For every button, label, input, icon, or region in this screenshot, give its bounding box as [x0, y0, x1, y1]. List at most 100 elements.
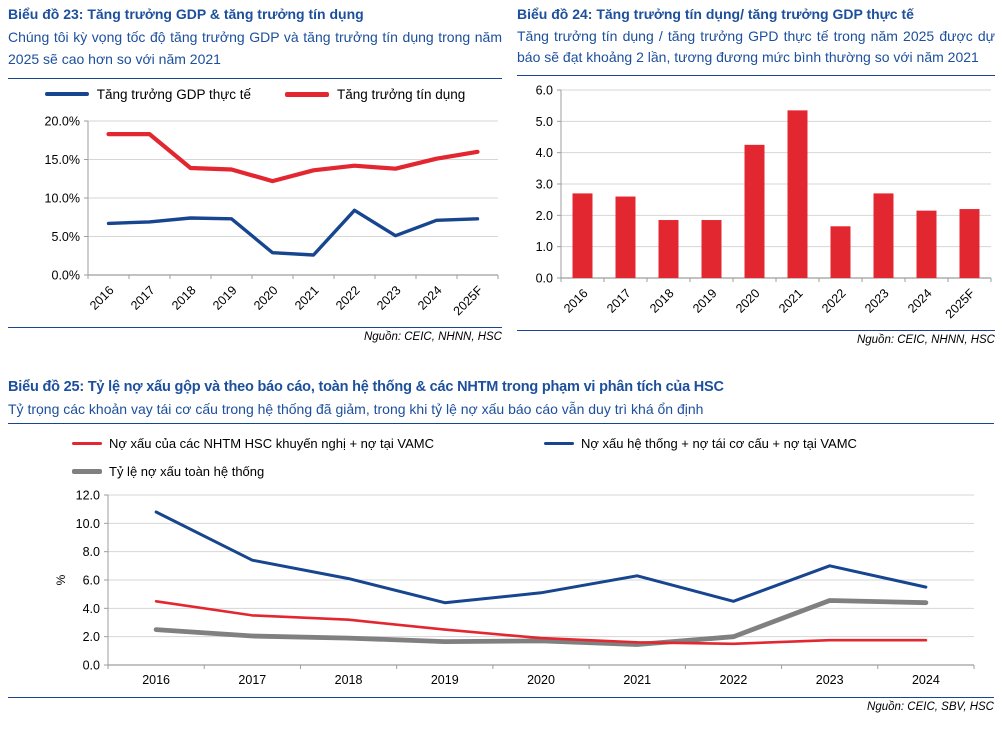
svg-text:2.0: 2.0: [536, 209, 553, 223]
divider: [8, 327, 502, 328]
chart24-plot: 0.0 1.0 2.0 3.0 4.0 5.0 6.0 2016 2017 2018 2019 202…: [517, 80, 995, 328]
chart24-svg: 0.0 1.0 2.0 3.0 4.0 5.0 6.0 2016 2017 2018 2019 202…: [536, 84, 992, 321]
bar-2023: [873, 193, 894, 278]
svg-text:10.0%: 10.0%: [45, 192, 80, 206]
chart23-svg: 0.0% 5.0% 10.0% 15.0% 20.0% 2016 2017 2018 2019 2…: [45, 115, 499, 318]
divider: [8, 423, 994, 424]
bar-2022: [830, 226, 851, 278]
chart23-series-0: [106, 208, 480, 257]
chart25-legend-item-0: Nợ xấu của các NHTM HSC khuyến nghị + nợ…: [72, 436, 544, 451]
chart25-plot: 0.0 2.0 4.0 6.0 8.0 10.0 12.0 2016 2017 2018 2019 2…: [8, 487, 994, 695]
svg-text:20.0%: 20.0%: [45, 115, 80, 129]
divider: [517, 75, 995, 76]
x-label: 2016: [561, 286, 591, 316]
divider: [8, 78, 502, 79]
svg-text:4.0: 4.0: [83, 602, 100, 616]
chart23-legend: Tăng trưởng GDP thực tế Tăng trưởng tín d…: [8, 81, 502, 107]
svg-text:15.0%: 15.0%: [45, 153, 80, 167]
svg-text:3.0: 3.0: [536, 178, 553, 192]
chart23-source: Nguồn: CEIC, NHNN, HSC: [363, 331, 502, 343]
panel-chart24: Biểu đồ 24: Tăng trưởng tín dụng/ tăng t…: [517, 4, 995, 346]
bar-2017: [615, 196, 636, 278]
x-label: 2018: [647, 286, 677, 316]
svg-text:1.0: 1.0: [536, 240, 553, 254]
svg-text:5.0: 5.0: [536, 115, 553, 129]
bar-2021: [787, 110, 808, 278]
x-label: 2020: [733, 286, 763, 316]
svg-text:0.0: 0.0: [536, 272, 553, 286]
svg-text:4.0: 4.0: [536, 146, 553, 160]
bar-2025F: [959, 209, 980, 278]
panel-chart23: Biểu đồ 23: Tăng trưởng GDP & tăng trưởn…: [8, 4, 502, 343]
legend-line-marker: [285, 91, 330, 97]
x-label: 2017: [128, 283, 158, 313]
chart24-title: Biểu đồ 24: Tăng trưởng tín dụng/ tăng t…: [517, 6, 914, 22]
bar-2024: [916, 210, 937, 278]
legend-label: Tăng trưởng tín dụng: [337, 86, 466, 102]
chart25-title: Biểu đồ 25: Tỷ lệ nợ xấu gộp và theo báo…: [8, 379, 724, 395]
chart25-source: Nguồn: CEIC, SBV, HSC: [867, 701, 994, 713]
x-label: 2023: [374, 283, 404, 313]
x-label: 2020: [251, 283, 281, 313]
bar-2020: [744, 144, 765, 278]
legend-label: Tăng trưởng GDP thực tế: [96, 86, 252, 102]
divider: [8, 697, 994, 698]
x-label: 2021: [623, 673, 651, 687]
svg-text:6.0: 6.0: [536, 84, 553, 98]
chart25-series-2: [153, 598, 929, 647]
svg-text:5.0%: 5.0%: [52, 230, 81, 244]
x-label: 2019: [210, 283, 240, 313]
svg-text:8.0: 8.0: [83, 545, 100, 559]
x-label: 2020: [527, 673, 555, 687]
bar-2018: [658, 220, 679, 278]
chart24-source: Nguồn: CEIC, NHNN, HSC: [856, 334, 995, 346]
legend-line-marker: [72, 442, 102, 445]
chart23-legend-item-1: Tăng trưởng tín dụng: [285, 87, 465, 102]
chart25-svg: 0.0 2.0 4.0 6.0 8.0 10.0 12.0 2016 2017 2018 2019 2…: [54, 489, 975, 687]
x-label: 2021: [776, 286, 806, 316]
bar-2016: [572, 193, 593, 278]
x-label: 2023: [862, 286, 892, 316]
bar-2019: [701, 220, 722, 278]
chart25-subtitle: Tỷ trọng các khoản vay tái cơ cấu trong …: [8, 401, 704, 417]
y-axis-label: %: [54, 574, 68, 585]
x-label: 2018: [335, 673, 363, 687]
x-label: 2018: [169, 283, 199, 313]
svg-text:12.0: 12.0: [76, 489, 100, 503]
x-label: 2019: [690, 286, 720, 316]
legend-line-marker: [544, 441, 574, 446]
x-label: 2025F: [451, 283, 486, 318]
x-label: 2016: [87, 283, 117, 313]
legend-label: Nợ xấu hệ thống + nợ tái cơ cấu + nợ tại…: [581, 436, 857, 451]
chart23-legend-item-0: Tăng trưởng GDP thực tế: [44, 86, 252, 102]
legend-label: Tỷ lệ nợ xấu toàn hệ thống: [109, 464, 265, 479]
chart23-series-1: [106, 132, 480, 184]
x-label: 2016: [142, 673, 170, 687]
x-label: 2017: [238, 673, 266, 687]
chart25-series-1: [154, 510, 928, 605]
chart25-legend: Nợ xấu của các NHTM HSC khuyến nghị + nợ…: [72, 436, 994, 479]
chart25-series-0: [154, 600, 928, 646]
chart23-title: Biểu đồ 23: Tăng trưởng GDP & tăng trưởn…: [8, 6, 364, 22]
x-label: 2021: [292, 283, 322, 313]
divider: [517, 330, 995, 331]
x-label: 2022: [720, 673, 748, 687]
x-label: 2017: [604, 286, 634, 316]
svg-text:2.0: 2.0: [83, 630, 100, 644]
x-label: 2022: [333, 283, 363, 313]
x-label: 2024: [905, 286, 935, 316]
svg-text:0.0%: 0.0%: [52, 269, 81, 283]
chart24-subtitle: Tăng trưởng tín dụng / tăng trưởng GPD t…: [517, 28, 995, 65]
x-label: 2019: [431, 673, 459, 687]
svg-text:10.0: 10.0: [76, 517, 100, 531]
chart23-plot: 0.0% 5.0% 10.0% 15.0% 20.0% 2016 2017 2018 2019 2…: [8, 107, 502, 325]
chart25-legend-item-2: Tỷ lệ nợ xấu toàn hệ thống: [72, 464, 544, 479]
chart25-legend-item-1: Nợ xấu hệ thống + nợ tái cơ cấu + nợ tại…: [544, 436, 994, 451]
legend-line-marker: [72, 469, 102, 474]
legend-label: Nợ xấu của các NHTM HSC khuyến nghị + nợ…: [109, 436, 434, 451]
svg-text:6.0: 6.0: [83, 574, 100, 588]
panel-chart25: Biểu đồ 25: Tỷ lệ nợ xấu gộp và theo báo…: [8, 377, 994, 713]
x-label: 2025F: [943, 286, 978, 321]
svg-text:0.0: 0.0: [83, 659, 100, 673]
